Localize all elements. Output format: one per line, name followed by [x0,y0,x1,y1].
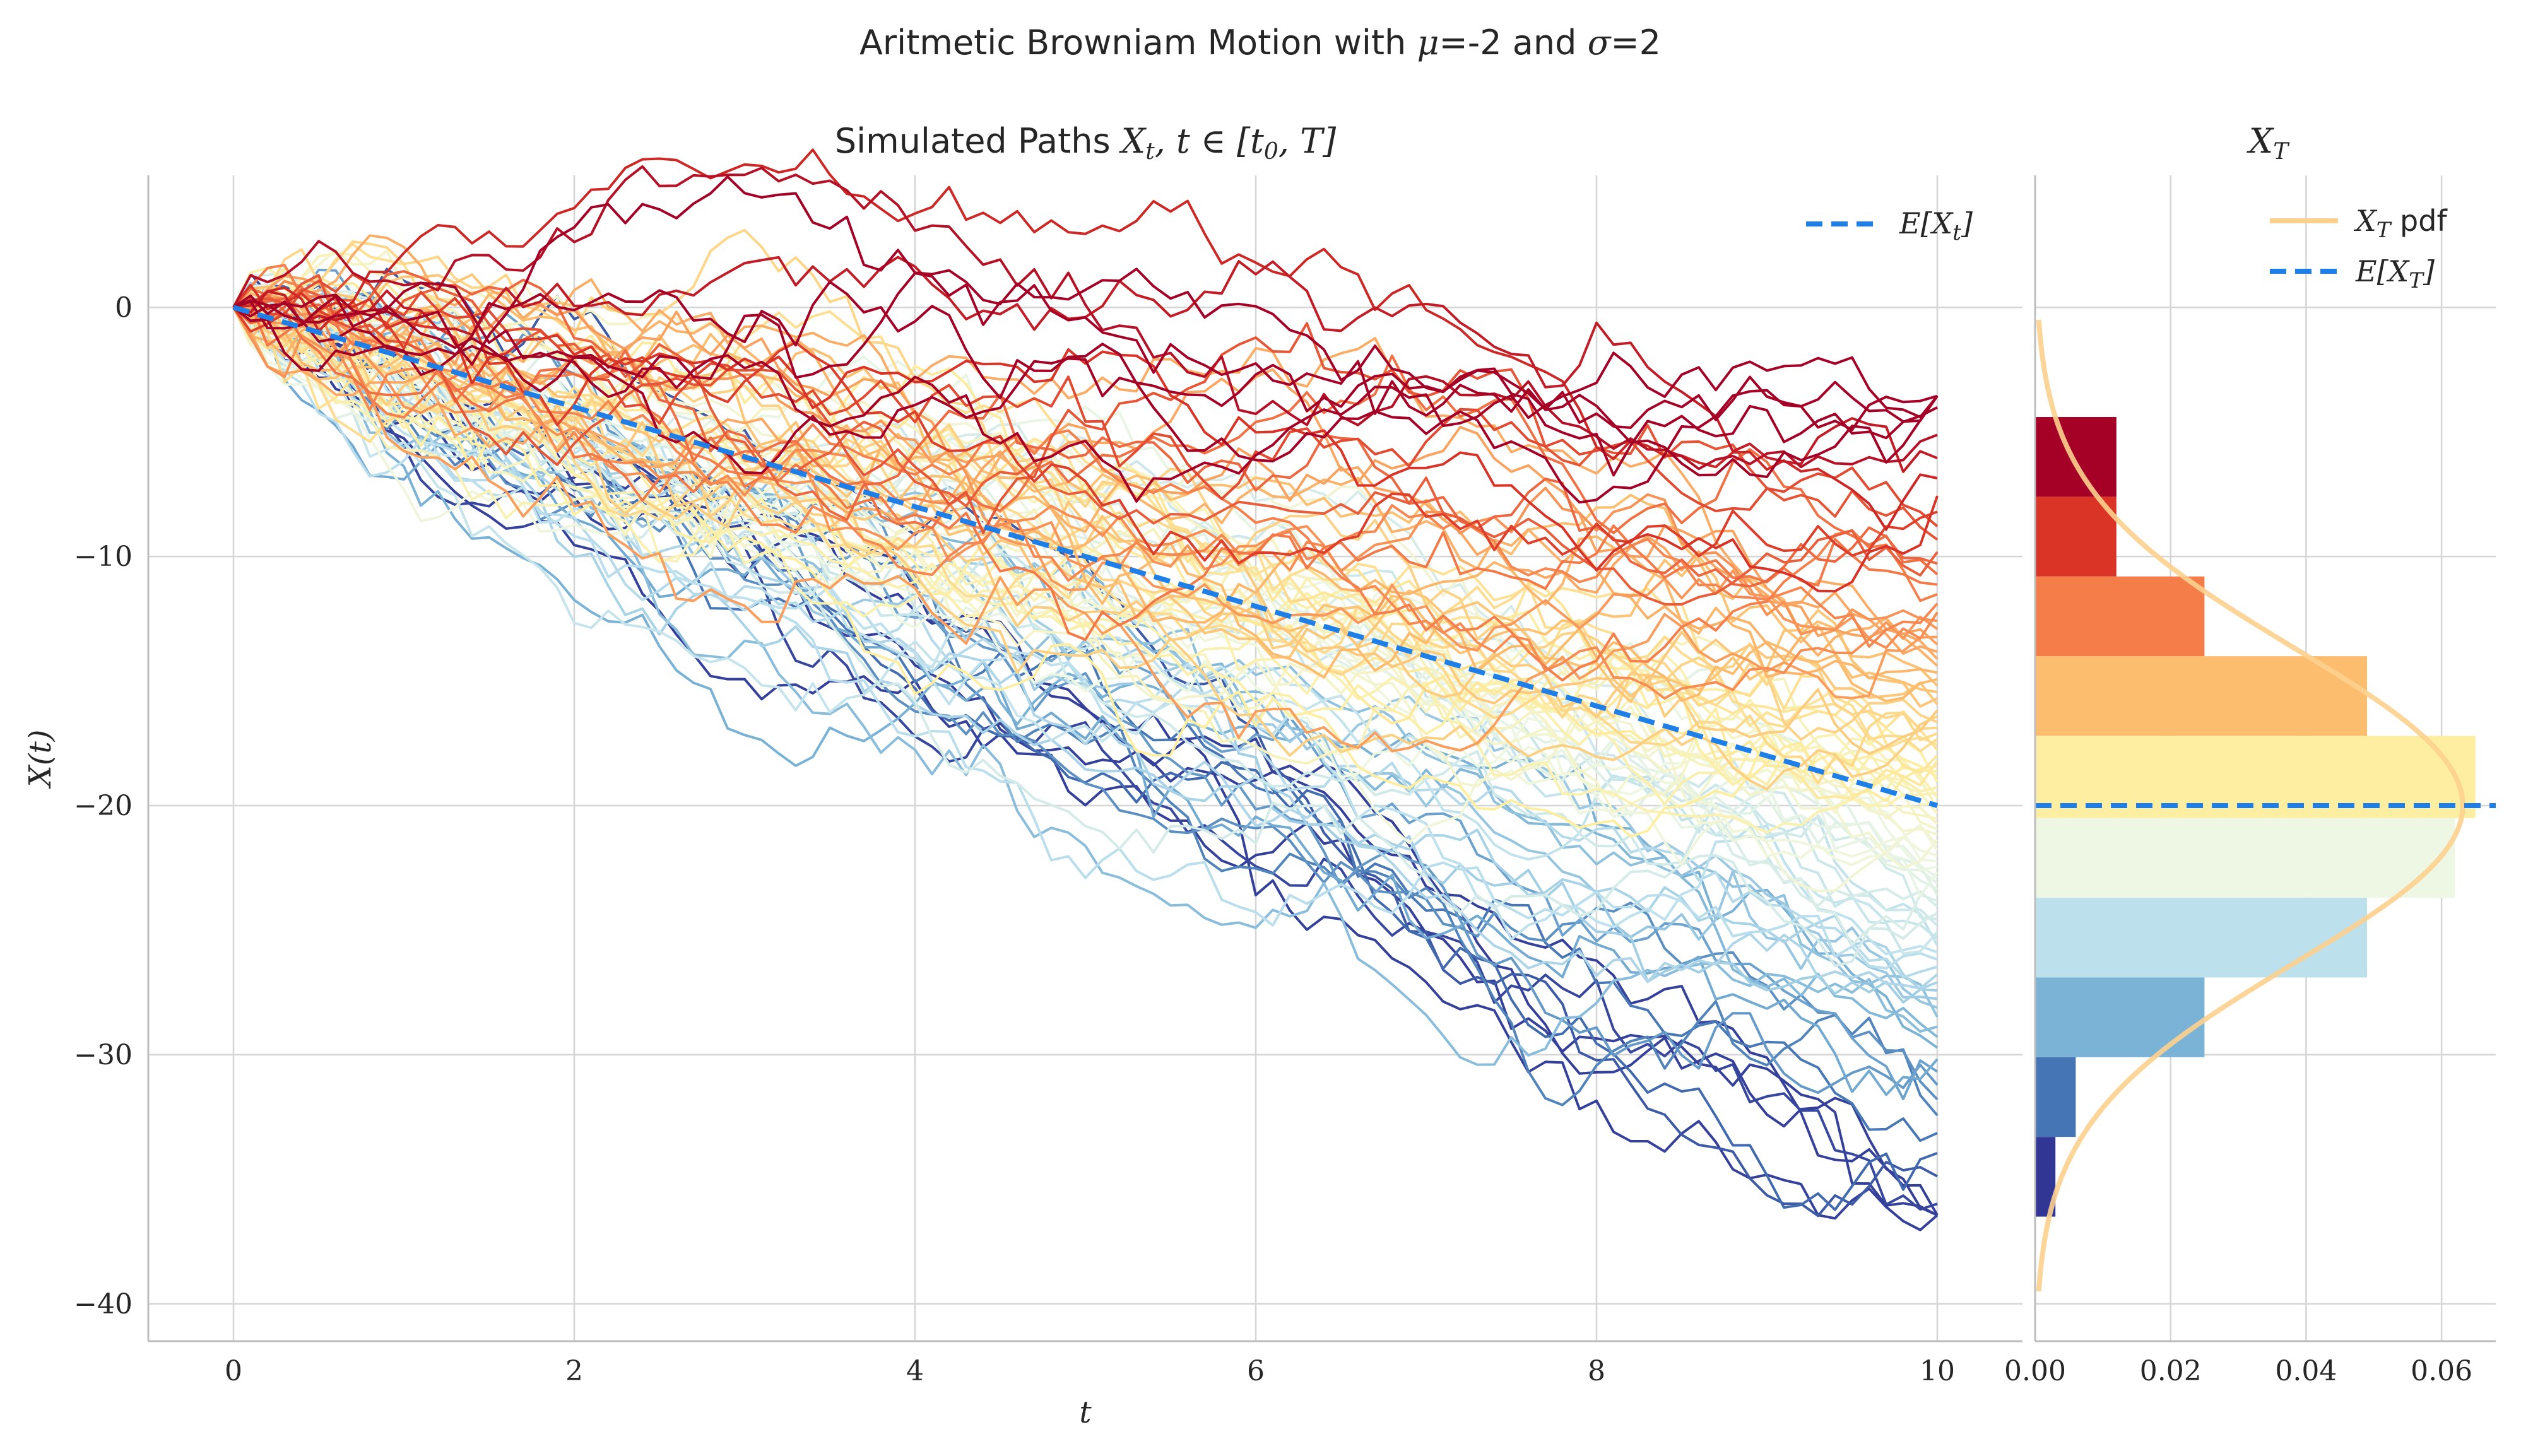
terminal-legend: XT pdf E[XT] [2270,204,2448,293]
paths-x-axis-label: t [1079,1395,1092,1430]
simulated-path [233,306,1939,1216]
simulated-path [233,296,1939,700]
simulated-path [232,286,1939,606]
simulated-path [233,274,1939,541]
paths-y-tick-label: −10 [74,541,133,573]
histogram-bar [2035,977,2205,1057]
paths-y-tick-label: −20 [74,790,133,822]
simulated-path [232,264,1938,682]
simulated-paths [232,148,1939,1231]
terminal-x-ticks: 0.00 0.02 0.04 0.06 [2004,1355,2472,1387]
paths-x-tick-label: 6 [1247,1355,1265,1387]
histogram-bar [2035,898,2368,978]
simulated-path [233,293,1938,474]
histogram-bar [2035,818,2455,898]
paths-y-tick-label: 0 [115,291,133,324]
paths-x-ticks: 0 2 4 6 8 10 [225,1355,1955,1387]
simulated-path [232,281,1939,503]
paths-x-tick-label: 8 [1588,1355,1605,1387]
simulated-path [233,302,1938,641]
expected-value-line-group [232,305,1939,808]
simulated-path [233,301,1939,1231]
terminal-legend-pdf-label: XT pdf [2354,204,2448,243]
simulated-path [233,175,1938,477]
paths-y-ticks: 0 −10 −20 −30 −40 [74,291,133,1320]
paths-y-axis-label: X(t) [23,730,58,790]
expected-value-line [232,305,1939,808]
simulated-path [232,280,1939,504]
paths-legend-mean-label: E[Xt] [1899,206,1973,245]
histogram-bar [2035,417,2117,497]
simulated-path [232,307,1938,806]
simulated-path [232,307,1939,927]
terminal-x-tick-label: 0.06 [2411,1355,2472,1387]
paths-x-tick-label: 4 [906,1355,924,1387]
pdf-curve-group [2036,319,2465,1292]
simulated-path [233,298,1939,990]
paths-y-tick-label: −30 [74,1039,133,1071]
paths-x-tick-label: 10 [1920,1355,1955,1387]
terminal-x-tick-label: 0.04 [2275,1355,2337,1387]
simulated-path [232,306,1938,753]
histogram-bar [2035,656,2368,736]
simulated-path [233,272,1939,478]
paths-panel: Simulated Paths Xt, t ∈ [t0, T] 0 2 4 6 8 10 … [23,121,2022,1430]
simulated-path [233,234,1939,660]
simulated-path [232,307,1939,786]
pdf-curve [2036,319,2465,1292]
paths-title: Simulated Paths Xt, t ∈ [t0, T] [835,121,1337,165]
figure-title: Aritmetic Browniam Motion with μ=-2 and … [859,23,1661,62]
simulated-path [232,165,1938,471]
simulated-path [232,307,1938,1066]
simulated-path [232,292,1938,703]
terminal-x-tick-label: 0.00 [2004,1355,2066,1387]
histogram-bar [2035,576,2205,657]
terminal-x-tick-label: 0.02 [2140,1355,2202,1387]
simulated-path [232,266,1939,783]
histogram-bar [2035,1057,2076,1137]
terminal-distribution-panel: XT 0.00 0.02 0.04 0.06 XT pdf E[XT] [2004,121,2496,1387]
paths-x-tick-label: 2 [565,1355,583,1387]
simulated-path [232,284,1939,593]
paths-x-tick-label: 0 [225,1355,242,1387]
histogram-bar [2035,496,2117,577]
simulated-path [233,306,1938,785]
simulated-path [232,287,1939,575]
paths-legend: E[Xt] [1806,206,1973,245]
simulated-path [232,306,1938,679]
terminal-title: XT [2246,121,2290,165]
simulated-path [233,297,1938,990]
simulated-path [232,306,1939,1101]
terminal-legend-mean-label: E[XT] [2355,254,2435,293]
simulated-path [232,296,1938,565]
paths-y-tick-label: −40 [74,1288,133,1320]
simulated-path [232,307,1938,970]
simulated-path [233,270,1938,588]
simulated-path [233,298,1939,1094]
histogram-bars [2035,417,2476,1217]
simulated-path [233,273,1939,527]
